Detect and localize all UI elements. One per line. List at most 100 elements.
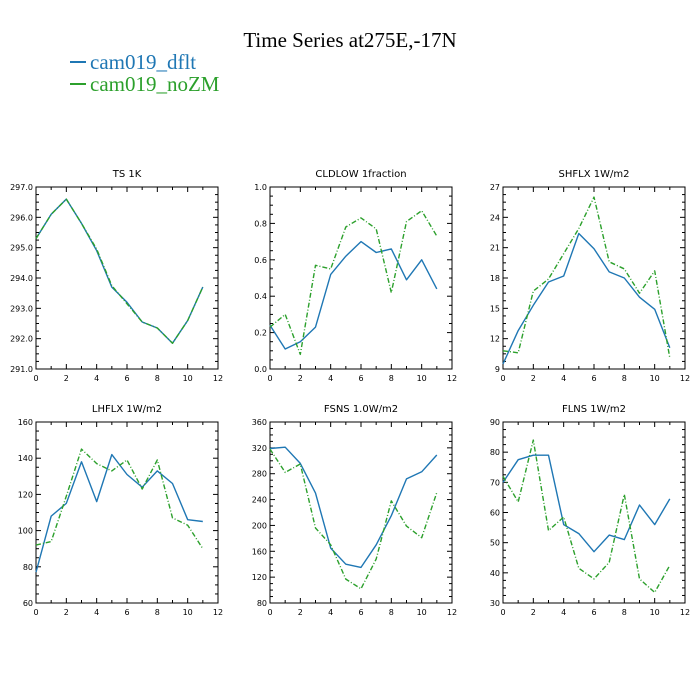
x-tick-label: 0 [267, 608, 272, 617]
y-tick-label: 21 [490, 244, 500, 253]
x-tick-label: 10 [417, 608, 427, 617]
chart-panel-4: FSNS 1.0W/m2 0 2 4 6 8 10 12 80 120 160 200 240 280 32… [252, 404, 457, 617]
y-tick-label: 160 [252, 547, 267, 556]
x-tick-label: 8 [622, 608, 627, 617]
legend-swatch-dflt [70, 61, 86, 64]
x-tick-label: 0 [267, 374, 272, 383]
y-tick-label: 0.2 [254, 329, 267, 338]
y-tick-label: 0.6 [254, 256, 267, 265]
y-tick-label: 297.0 [10, 183, 33, 192]
y-tick-label: 90 [490, 418, 500, 427]
y-tick-label: 295.0 [10, 244, 33, 253]
y-tick-label: 15 [490, 304, 500, 313]
y-tick-label: 140 [18, 454, 33, 463]
chart-title: FLNS 1W/m2 [562, 404, 626, 415]
y-tick-label: 120 [252, 573, 267, 582]
y-tick-label: 50 [490, 539, 500, 548]
x-tick-label: 2 [64, 374, 69, 383]
plot-frame [35, 186, 219, 370]
y-tick-label: 12 [490, 335, 500, 344]
x-tick-label: 10 [417, 374, 427, 383]
chart-panel-1: CLDLOW 1fraction 0 2 4 6 8 10 12 0.0 0.2 0.4 0.6 0.8… [254, 169, 457, 383]
x-tick-label: 8 [389, 374, 394, 383]
plot-frame [269, 421, 453, 604]
y-tick-label: 80 [23, 563, 33, 572]
x-tick-label: 12 [213, 374, 223, 383]
x-tick-label: 6 [591, 608, 596, 617]
x-tick-label: 6 [591, 374, 596, 383]
x-tick-label: 4 [328, 608, 333, 617]
series-line-nozm [502, 196, 671, 359]
x-tick-label: 6 [358, 608, 363, 617]
x-tick-label: 6 [358, 374, 363, 383]
y-tick-label: 120 [18, 490, 33, 499]
y-tick-label: 80 [257, 599, 267, 608]
x-tick-label: 12 [447, 374, 457, 383]
x-tick-label: 6 [124, 608, 129, 617]
x-tick-label: 4 [561, 374, 566, 383]
x-tick-label: 2 [531, 374, 536, 383]
series-line-nozm [269, 448, 438, 590]
y-tick-label: 1.0 [254, 183, 267, 192]
y-tick-label: 296.0 [10, 213, 33, 222]
x-tick-label: 0 [33, 374, 38, 383]
y-tick-label: 80 [490, 448, 500, 457]
x-tick-label: 6 [124, 374, 129, 383]
y-tick-label: 280 [252, 470, 267, 479]
x-tick-label: 8 [622, 374, 627, 383]
chart-title: CLDLOW 1fraction [315, 169, 406, 180]
x-tick-label: 2 [298, 608, 303, 617]
chart-title: SHFLX 1W/m2 [559, 169, 630, 180]
legend-label-nozm: cam019_noZM [90, 72, 220, 96]
y-tick-label: 30 [490, 599, 500, 608]
series-line-nozm [502, 439, 671, 594]
page-title: Time Series at275E,-17N [243, 28, 457, 52]
series-line-dflt [35, 453, 203, 573]
chart-panel-0: TS 1K 0 2 4 6 8 10 12 291.0 292.0 293.0 294.0 295.0 2… [10, 169, 223, 383]
y-tick-label: 40 [490, 569, 500, 578]
x-tick-label: 4 [561, 608, 566, 617]
y-tick-label: 200 [252, 521, 267, 530]
y-tick-label: 294.0 [10, 274, 33, 283]
y-tick-label: 0.0 [254, 365, 267, 374]
x-tick-label: 0 [500, 374, 505, 383]
series-line-dflt [502, 454, 671, 553]
x-tick-label: 4 [328, 374, 333, 383]
x-tick-label: 12 [680, 608, 690, 617]
x-tick-label: 12 [213, 608, 223, 617]
plot-frame [269, 186, 453, 370]
series-line-dflt [35, 198, 204, 344]
series-line-nozm [269, 209, 438, 356]
x-tick-label: 10 [650, 374, 660, 383]
chart-panel-5: FLNS 1W/m2 0 2 4 6 8 10 12 30 40 50 60 70 80 90 [490, 404, 690, 617]
plot-frame [502, 186, 686, 370]
y-tick-label: 60 [23, 599, 33, 608]
x-tick-label: 8 [155, 608, 160, 617]
chart-title: FSNS 1.0W/m2 [324, 404, 398, 415]
y-tick-label: 160 [18, 418, 33, 427]
y-tick-label: 24 [490, 213, 500, 222]
y-tick-label: 293.0 [10, 304, 33, 313]
x-tick-label: 2 [531, 608, 536, 617]
y-tick-label: 9 [495, 365, 500, 374]
x-tick-label: 2 [298, 374, 303, 383]
y-tick-label: 18 [490, 274, 500, 283]
y-tick-label: 27 [490, 183, 500, 192]
x-tick-label: 8 [155, 374, 160, 383]
y-tick-label: 292.0 [10, 335, 33, 344]
x-tick-label: 0 [33, 608, 38, 617]
x-tick-label: 4 [94, 608, 99, 617]
x-tick-label: 10 [183, 608, 193, 617]
y-tick-label: 100 [18, 527, 33, 536]
y-tick-label: 360 [252, 418, 267, 427]
x-tick-label: 10 [183, 374, 193, 383]
x-tick-label: 2 [64, 608, 69, 617]
y-tick-label: 240 [252, 496, 267, 505]
y-tick-label: 60 [490, 509, 500, 518]
y-tick-label: 70 [490, 478, 500, 487]
y-tick-label: 0.4 [254, 292, 267, 301]
chart-panel-3: LHFLX 1W/m2 0 2 4 6 8 10 12 60 80 100 120 140 160 [18, 404, 223, 617]
series-line-nozm [35, 198, 204, 344]
